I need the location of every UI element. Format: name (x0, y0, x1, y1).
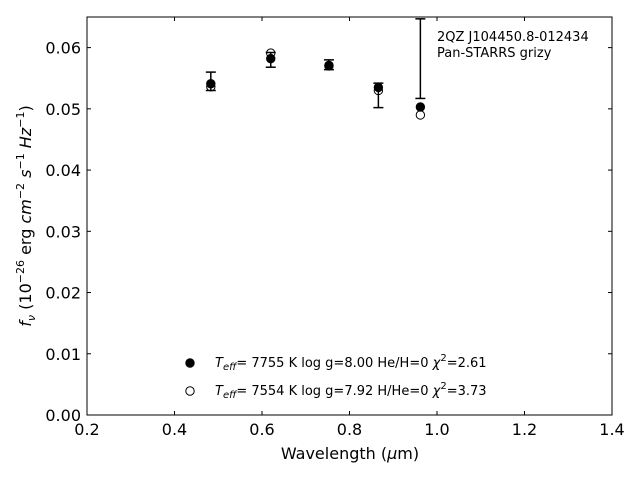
legend-entry-filled: Teff= 7755 K log g=8.00 He/H=0 χ2=2.61 (215, 353, 487, 373)
x-axis-label: Wavelength (μm) (281, 444, 419, 463)
y-tick-label: 0.02 (45, 284, 81, 303)
y-tick-label: 0.00 (45, 406, 81, 425)
axis-ticks: 0.2 0.4 0.6 0.8 1.0 1.2 1.4 0.00 0.01 0.02 0.03 0.0… (45, 17, 625, 439)
annotation-survey: Pan-STARRS grizy (437, 46, 552, 61)
y-tick-label: 0.01 (45, 345, 81, 364)
legend-marker-filled (185, 358, 195, 368)
x-tick-label: 1.4 (599, 420, 624, 439)
model-point-filled (206, 79, 216, 89)
x-tick-label: 1.0 (424, 420, 449, 439)
legend-entry-open: Teff= 7554 K log g=7.92 H/He=0 χ2=3.73 (215, 381, 487, 401)
model-point-filled (373, 82, 384, 93)
model-point-open (324, 61, 334, 71)
error-bars (205, 18, 426, 109)
x-tick-label: 1.2 (512, 420, 537, 439)
y-tick-label: 0.05 (45, 100, 81, 119)
x-tick-label: 0.2 (74, 420, 99, 439)
y-tick-label: 0.03 (45, 222, 81, 241)
y-tick-label: 0.04 (45, 161, 81, 180)
model-point-open (266, 48, 276, 58)
y-axis-label: fν (10−26 erg cm−2 s−1 Hz−1) (14, 105, 38, 326)
model-point-open (373, 85, 384, 96)
x-tick-label: 0.6 (249, 420, 274, 439)
x-tick-label: 0.4 (162, 420, 187, 439)
model-point-open (415, 110, 426, 120)
legend-marker-open (185, 386, 195, 396)
model-point-filled (415, 102, 426, 112)
model-point-open (206, 82, 216, 92)
y-tick-label: 0.06 (45, 39, 81, 58)
data-points (206, 48, 426, 120)
annotation-object-name: 2QZ J104450.8-012434 (437, 30, 589, 45)
x-tick-label: 0.8 (337, 420, 362, 439)
